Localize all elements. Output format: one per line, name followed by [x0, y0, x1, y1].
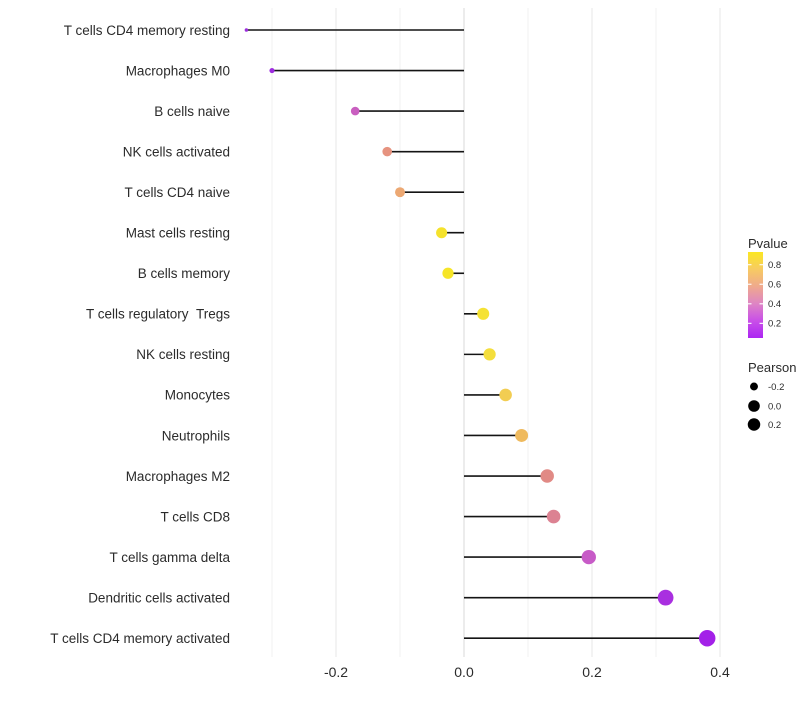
pvalue-legend-tick-label: 0.8 — [768, 260, 781, 271]
lollipop-dot — [395, 187, 405, 198]
lollipop-dot — [477, 307, 490, 320]
y-axis-label: T cells gamma delta — [109, 550, 230, 565]
y-axis-label: T cells CD8 — [160, 509, 230, 524]
y-axis-label: T cells CD4 memory resting — [64, 23, 230, 38]
y-axis-label: NK cells activated — [123, 144, 230, 159]
y-axis-label: T cells CD4 memory activated — [50, 631, 230, 646]
lollipop-dot — [698, 629, 716, 647]
lollipop-dot — [350, 106, 360, 116]
y-axis-label: Neutrophils — [162, 428, 231, 443]
lollipop-dot — [540, 469, 554, 483]
y-axis-label: T cells CD4 naive — [124, 185, 230, 200]
y-axis-label: Dendritic cells activated — [88, 590, 230, 605]
pearson-legend-dot — [747, 418, 761, 431]
pearson-legend-item-label: 0.0 — [768, 401, 781, 412]
lollipop-dot — [382, 146, 392, 157]
pvalue-legend-title: Pvalue — [748, 236, 788, 251]
pvalue-legend-tick-label: 0.6 — [768, 280, 781, 291]
x-axis-tick-label: -0.2 — [324, 664, 348, 680]
y-axis-label: T cells regulatory Tregs — [86, 307, 230, 322]
y-axis-label: B cells naive — [154, 104, 230, 119]
y-axis-label: NK cells resting — [136, 347, 230, 362]
x-axis-tick-label: 0.4 — [710, 664, 730, 680]
lollipop-dot — [581, 549, 596, 565]
x-axis-tick-label: 0.2 — [582, 664, 602, 680]
lollipop-dot — [515, 428, 529, 442]
lollipop-dot — [269, 67, 275, 74]
pearson-legend-dot — [750, 382, 758, 391]
pearson-legend-title: Pearson — [748, 360, 796, 375]
y-axis-label: Mast cells resting — [126, 226, 230, 241]
pearson-legend-item-label: -0.2 — [768, 382, 784, 393]
lollipop-dot — [499, 388, 512, 402]
lollipop-dot — [546, 509, 561, 524]
lollipop-dot — [483, 348, 496, 361]
pvalue-legend-tick-label: 0.2 — [768, 319, 781, 330]
pvalue-colorbar — [748, 252, 763, 338]
y-axis-label: Macrophages M0 — [126, 63, 230, 78]
lollipop-dot — [442, 267, 454, 279]
pvalue-legend-tick-label: 0.4 — [768, 299, 781, 310]
lollipop-dot — [244, 28, 249, 32]
lollipop-dot — [657, 589, 674, 606]
y-axis-label: B cells memory — [138, 266, 231, 281]
x-axis-tick-label: 0.0 — [454, 664, 474, 680]
y-axis-label: Monocytes — [165, 388, 231, 403]
y-axis-label: Macrophages M2 — [126, 469, 230, 484]
pearson-legend-item-label: 0.2 — [768, 420, 781, 431]
pearson-legend-dot — [748, 400, 760, 412]
lollipop-dot — [436, 227, 448, 239]
